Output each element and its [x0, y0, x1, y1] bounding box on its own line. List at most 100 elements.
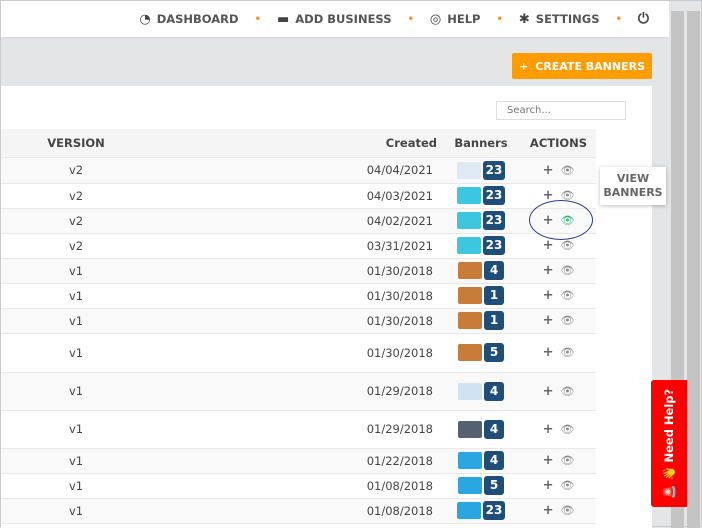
banner-thumbnail[interactable]	[458, 312, 482, 329]
banner-thumbnail[interactable]	[456, 502, 481, 519]
spacer-cell	[151, 372, 301, 411]
spacer-cell	[151, 473, 301, 499]
banner-count-badge[interactable]: 23	[482, 186, 506, 205]
separator-dot: •	[254, 13, 261, 25]
add-icon[interactable]: +	[542, 188, 554, 203]
separator-dot: •	[615, 13, 622, 25]
table-row: v2 04/04/2021 23 + 👁	[1, 157, 596, 184]
add-icon[interactable]: +	[542, 288, 554, 303]
banner-count-badge[interactable]: 23	[482, 211, 506, 230]
header-version[interactable]: VERSION	[1, 129, 151, 158]
lifebuoy-icon: ◎	[429, 11, 442, 27]
add-icon[interactable]: +	[542, 263, 554, 278]
banner-count-badge[interactable]: 4	[484, 451, 504, 470]
banner-thumbnail[interactable]	[458, 420, 482, 438]
spacer-cell	[151, 333, 301, 373]
version-cell: v1	[1, 448, 151, 474]
nav-list: ◔ DASHBOARD • ▬ ADD BUSINESS • ◎ HELP • ✱ SETTINGS…	[139, 11, 649, 27]
eye-icon[interactable]: 👁	[560, 163, 575, 177]
created-cell: 01/30/2018	[301, 308, 441, 334]
banner-count-badge[interactable]: 23	[482, 236, 506, 255]
add-icon[interactable]: +	[542, 503, 554, 518]
plus-icon: +	[519, 59, 529, 73]
banner-thumbnail[interactable]	[456, 212, 481, 229]
banner-thumbnail[interactable]	[458, 287, 482, 304]
banner-count-badge[interactable]: 4	[484, 419, 504, 439]
alarm-icon: 🚨	[662, 484, 677, 499]
banner-count-badge[interactable]: 23	[482, 160, 506, 180]
wave-icon: 👋	[662, 466, 677, 481]
spacer-cell	[151, 157, 301, 184]
created-cell: 04/04/2021	[301, 157, 441, 184]
spacer-cell	[151, 208, 301, 234]
created-cell: 01/08/2018	[301, 498, 441, 524]
created-cell: 01/29/2018	[301, 372, 441, 411]
banner-count-badge[interactable]: 5	[484, 343, 504, 362]
dashboard-icon: ◔	[139, 11, 151, 27]
eye-icon[interactable]: 👁	[560, 189, 575, 202]
eye-icon[interactable]: 👁	[560, 422, 575, 436]
gear-icon: ✱	[518, 11, 530, 27]
nav-settings[interactable]: ✱ SETTINGS	[518, 11, 600, 27]
add-icon[interactable]: +	[542, 421, 554, 437]
banner-thumbnail[interactable]	[456, 161, 481, 179]
banner-count-badge[interactable]: 1	[484, 311, 504, 330]
banner-thumbnail[interactable]	[458, 262, 482, 279]
add-icon[interactable]: +	[542, 162, 554, 178]
banners-table: VERSION Created Banners ACTIONS v2 04/04…	[1, 129, 596, 524]
annotation-circle	[529, 200, 593, 240]
eye-icon[interactable]: 👁	[560, 346, 575, 359]
eye-icon[interactable]: 👁	[560, 504, 575, 517]
need-help-button[interactable]: 🚨 👋 Need Help?	[651, 380, 687, 507]
eye-icon[interactable]: 👁	[560, 479, 575, 492]
scrollbar[interactable]	[687, 11, 700, 528]
version-cell: v1	[1, 308, 151, 334]
eye-icon[interactable]: 👁	[560, 314, 575, 327]
nav-add-business[interactable]: ▬ ADD BUSINESS	[276, 11, 392, 27]
header-created[interactable]: Created	[301, 129, 441, 158]
add-icon[interactable]: +	[542, 478, 554, 493]
content-panel: VERSION Created Banners ACTIONS v2 04/04…	[1, 86, 652, 528]
banner-thumbnail[interactable]	[456, 187, 481, 204]
table-row: v1 01/30/2018 1 + 👁	[1, 308, 596, 334]
version-cell: v1	[1, 258, 151, 284]
version-cell: v2	[1, 233, 151, 259]
add-icon[interactable]: +	[542, 313, 554, 328]
top-nav: ◔ DASHBOARD • ▬ ADD BUSINESS • ◎ HELP • ✱ SETTINGS…	[1, 1, 669, 39]
search-input[interactable]	[496, 101, 626, 120]
created-cell: 04/02/2021	[301, 208, 441, 234]
eye-icon[interactable]: 👁	[560, 289, 575, 302]
power-icon[interactable]: ⏻	[637, 11, 649, 27]
add-icon[interactable]: +	[542, 238, 554, 253]
nav-help[interactable]: ◎ HELP	[429, 11, 481, 27]
banner-thumbnail[interactable]	[458, 344, 482, 361]
banner-count-badge[interactable]: 4	[484, 381, 504, 401]
eye-icon[interactable]: 👁	[560, 264, 575, 277]
banner-count-badge[interactable]: 5	[484, 476, 504, 495]
eye-icon[interactable]: 👁	[560, 384, 575, 398]
banner-count-badge[interactable]: 1	[484, 286, 504, 305]
add-icon[interactable]: +	[542, 383, 554, 399]
add-icon[interactable]: +	[542, 453, 554, 468]
banner-count-badge[interactable]: 4	[484, 261, 504, 280]
table-row: v2 04/02/2021 23 + 👁	[1, 208, 596, 234]
spacer-cell	[151, 410, 301, 449]
table-row: v2 04/03/2021 23 + 👁	[1, 183, 596, 209]
banner-thumbnail[interactable]	[458, 477, 482, 494]
banner-thumbnail[interactable]	[456, 237, 481, 254]
banner-thumbnail[interactable]	[458, 452, 482, 469]
banner-thumbnail[interactable]	[458, 382, 482, 400]
banner-count-badge[interactable]: 23	[482, 501, 506, 520]
eye-icon[interactable]: 👁	[560, 454, 575, 467]
spacer-cell	[151, 283, 301, 309]
table-row: v1 01/08/2018 23 + 👁	[1, 498, 596, 524]
nav-dashboard[interactable]: ◔ DASHBOARD	[139, 11, 239, 27]
need-help-label: 🚨 👋 Need Help?	[662, 388, 677, 499]
create-banners-button[interactable]: + CREATE BANNERS	[512, 53, 652, 79]
header-banners[interactable]: Banners	[441, 129, 521, 158]
spacer-cell	[151, 308, 301, 334]
eye-icon[interactable]: 👁	[560, 239, 575, 252]
add-icon[interactable]: +	[542, 345, 554, 360]
version-cell: v1	[1, 372, 151, 411]
table-row: v1 01/29/2018 4 + 👁	[1, 372, 596, 411]
